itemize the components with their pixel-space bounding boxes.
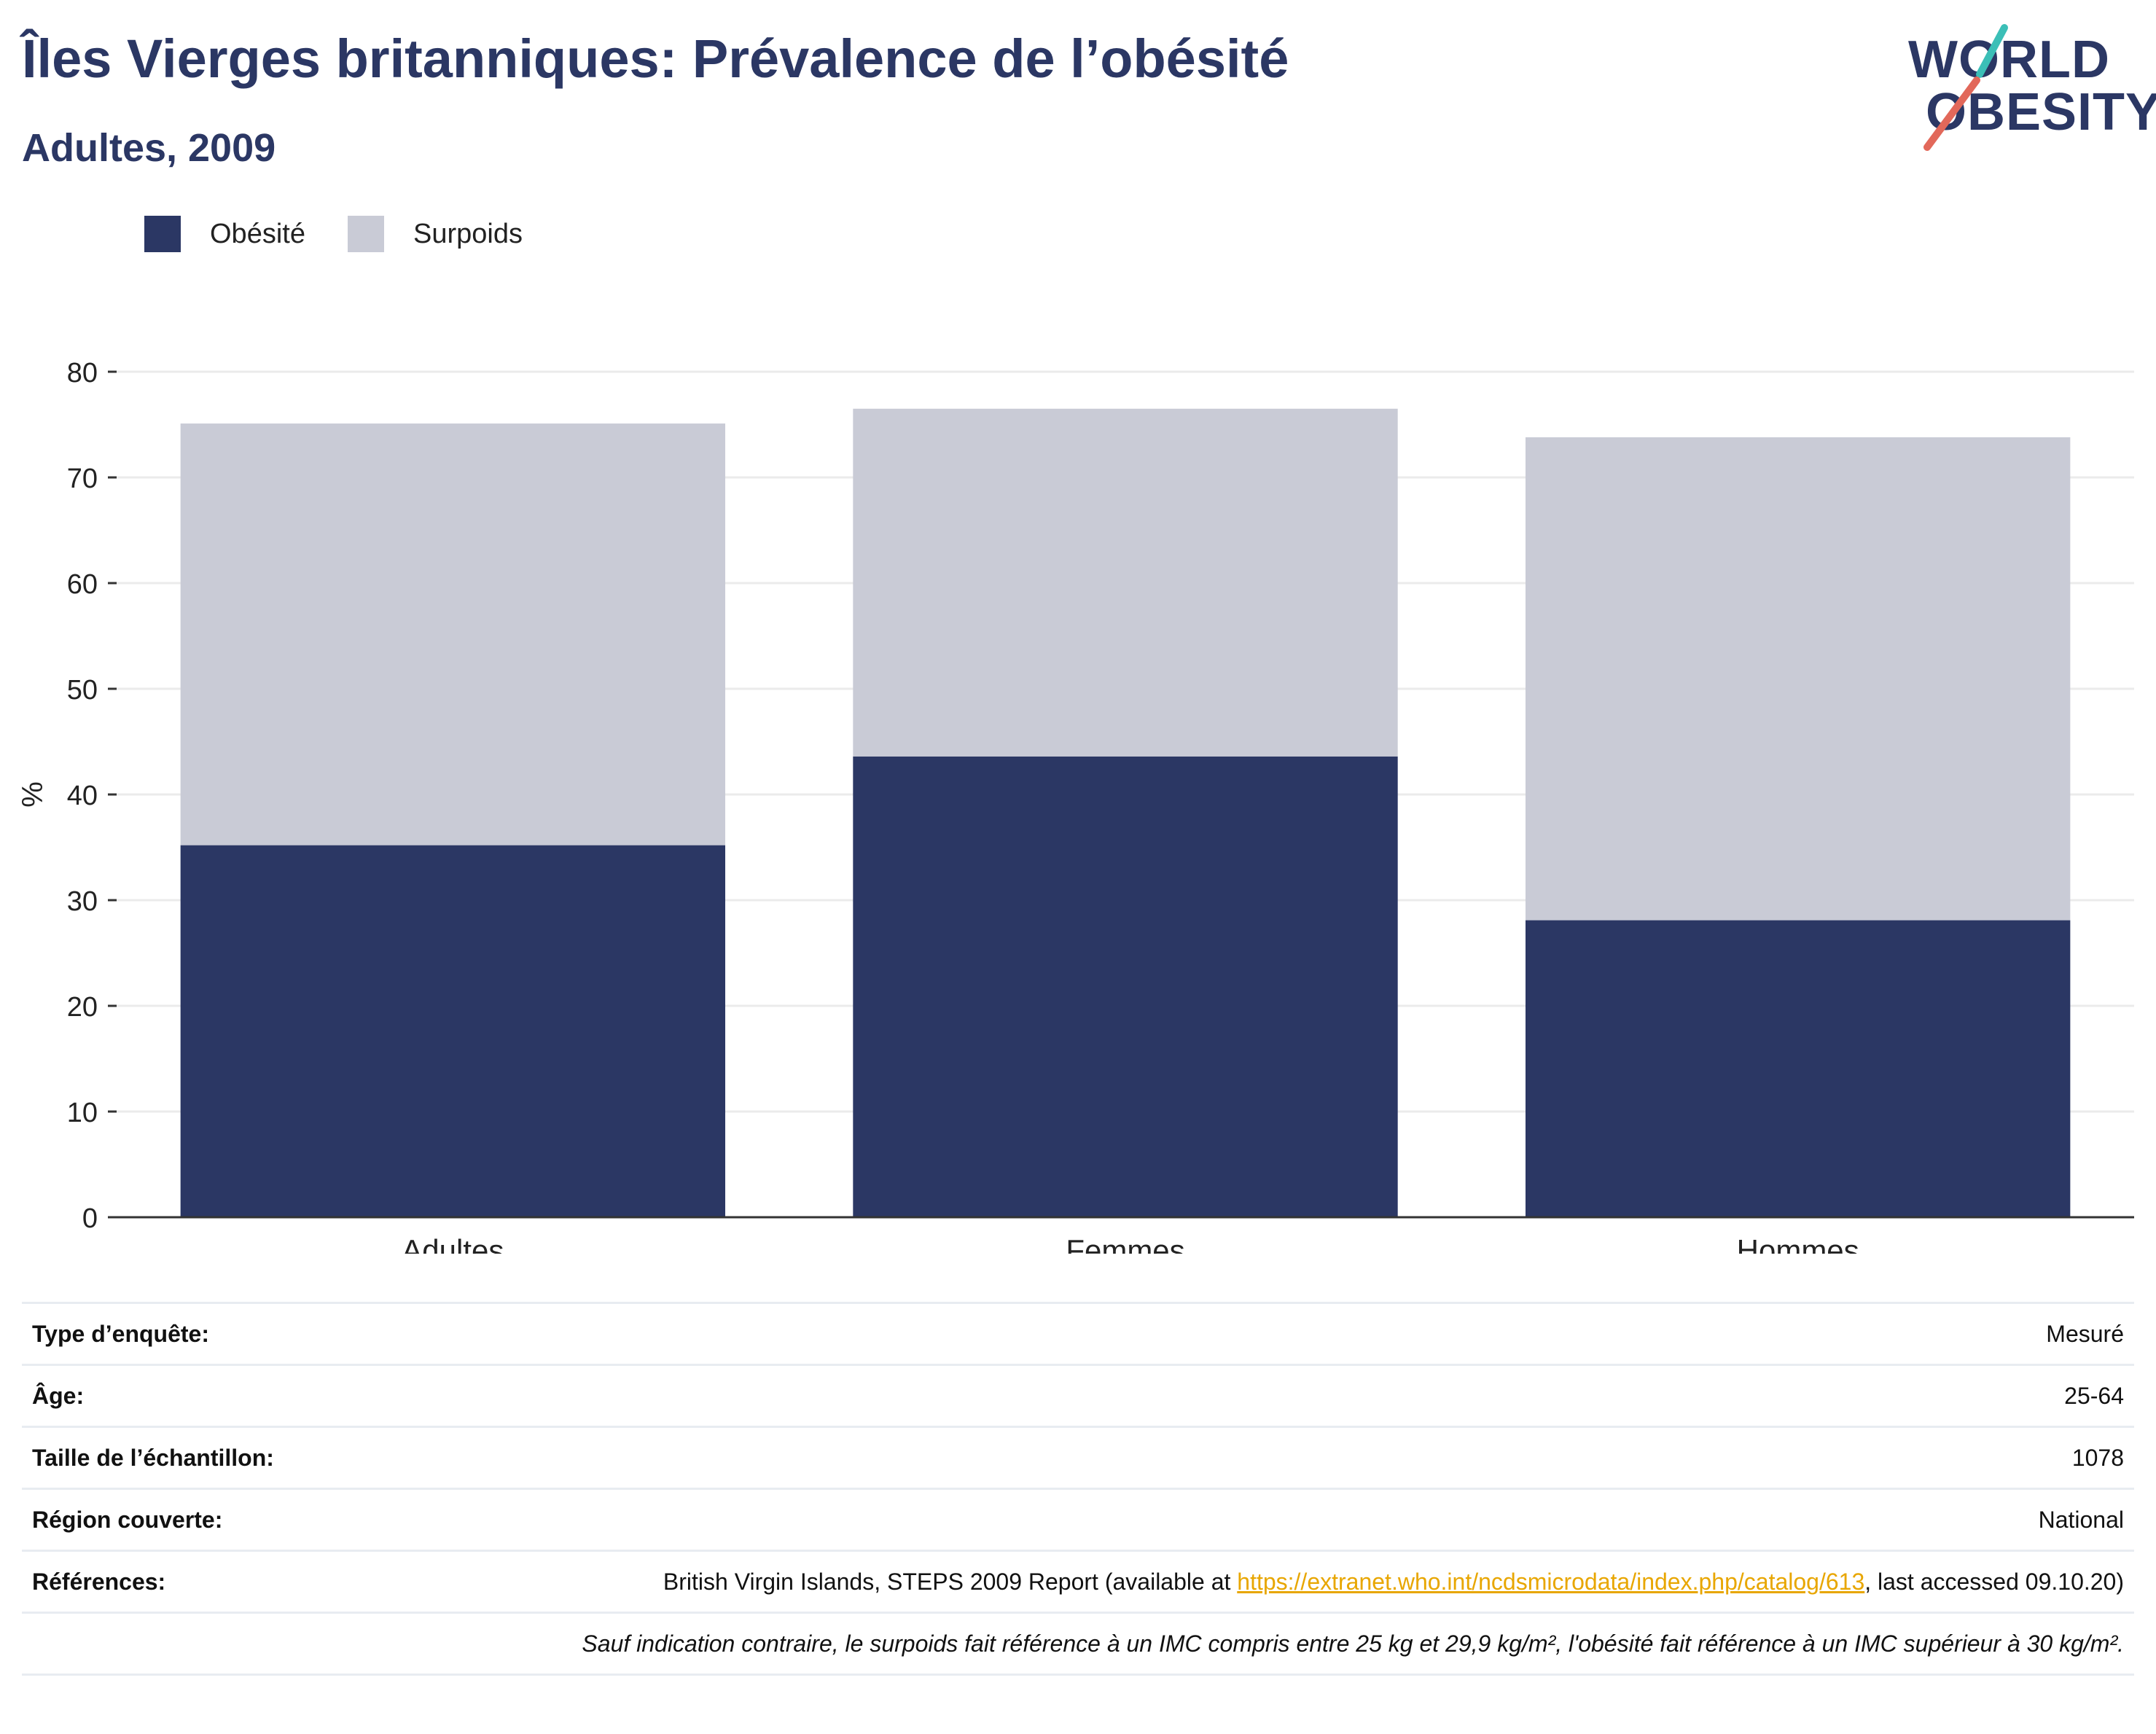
references-text: British Virgin Islands, STEPS 2009 Repor… xyxy=(480,1550,2134,1613)
legend-swatch-obesite xyxy=(144,216,181,252)
page-subtitle: Adultes, 2009 xyxy=(22,126,276,170)
info-key: Âge: xyxy=(22,1364,480,1427)
info-key: Taille de l’échantillon: xyxy=(22,1426,480,1489)
world-obesity-logo: WORLD OBESITY xyxy=(1895,22,2156,160)
bar-obesite-adultes xyxy=(180,845,726,1217)
y-tick-label: 10 xyxy=(67,1098,98,1128)
info-key: Type d’enquête: xyxy=(22,1302,480,1365)
bar-surpoids-femmes xyxy=(853,408,1398,757)
y-tick-label: 80 xyxy=(67,358,98,388)
x-tick-label: Adultes xyxy=(402,1233,504,1254)
info-value: 25-64 xyxy=(480,1364,2134,1427)
references-text-before: British Virgin Islands, STEPS 2009 Repor… xyxy=(663,1569,1238,1595)
y-tick-label: 40 xyxy=(67,781,98,811)
info-key: Références: xyxy=(22,1550,480,1613)
survey-info-table: Type d’enquête: Mesuré Âge: 25-64 Taille… xyxy=(22,1302,2134,1676)
x-tick-label: Hommes xyxy=(1737,1233,1859,1254)
bar-obesite-femmes xyxy=(853,756,1398,1217)
definition-note: Sauf indication contraire, le surpoids f… xyxy=(22,1612,2134,1676)
info-key: Région couverte: xyxy=(22,1488,480,1551)
y-tick-label: 50 xyxy=(67,675,98,706)
info-value: 1078 xyxy=(480,1426,2134,1489)
info-value: National xyxy=(480,1488,2134,1551)
info-row-sample-size: Taille de l’échantillon: 1078 xyxy=(22,1426,2134,1489)
bar-chart: 0 10 20 30 40 50 60 70 80% Adultes Femmes Hommes xyxy=(17,358,2134,1254)
page-title: Îles Vierges britanniques: Prévalence de… xyxy=(22,28,1289,89)
logo-slash-icon xyxy=(1923,24,2008,151)
info-row-note: Sauf indication contraire, le surpoids f… xyxy=(22,1612,2134,1676)
reference-link[interactable]: https://extranet.who.int/ncdsmicrodata/i… xyxy=(1237,1569,1865,1595)
bar-surpoids-hommes xyxy=(1525,437,2071,921)
y-tick-label: 30 xyxy=(67,886,98,917)
legend-label-obesite: Obésité xyxy=(210,218,305,249)
logo-line-1: WORLD xyxy=(1908,31,2110,89)
legend-label-surpoids: Surpoids xyxy=(413,218,523,249)
y-tick-label: 20 xyxy=(67,992,98,1023)
y-tick-label: 70 xyxy=(67,464,98,494)
x-tick-label: Femmes xyxy=(1066,1233,1184,1254)
info-row-region: Région couverte: National xyxy=(22,1488,2134,1551)
y-tick-label: 60 xyxy=(67,569,98,600)
y-axis-label: % xyxy=(17,781,49,808)
info-value: Mesuré xyxy=(480,1302,2134,1365)
y-tick-label: 0 xyxy=(82,1203,98,1234)
references-text-after: , last accessed 09.10.20) xyxy=(1864,1569,2124,1595)
legend-item-obesite: Obésité xyxy=(144,216,305,252)
info-row-survey-type: Type d’enquête: Mesuré xyxy=(22,1302,2134,1365)
info-row-references: Références: British Virgin Islands, STEP… xyxy=(22,1550,2134,1613)
legend-item-surpoids: Surpoids xyxy=(347,216,523,252)
bar-obesite-hommes xyxy=(1525,920,2071,1217)
chart-legend: Obésité Surpoids xyxy=(144,216,565,252)
bar-surpoids-adultes xyxy=(180,423,726,845)
info-row-age: Âge: 25-64 xyxy=(22,1364,2134,1427)
legend-swatch-surpoids xyxy=(347,216,384,252)
